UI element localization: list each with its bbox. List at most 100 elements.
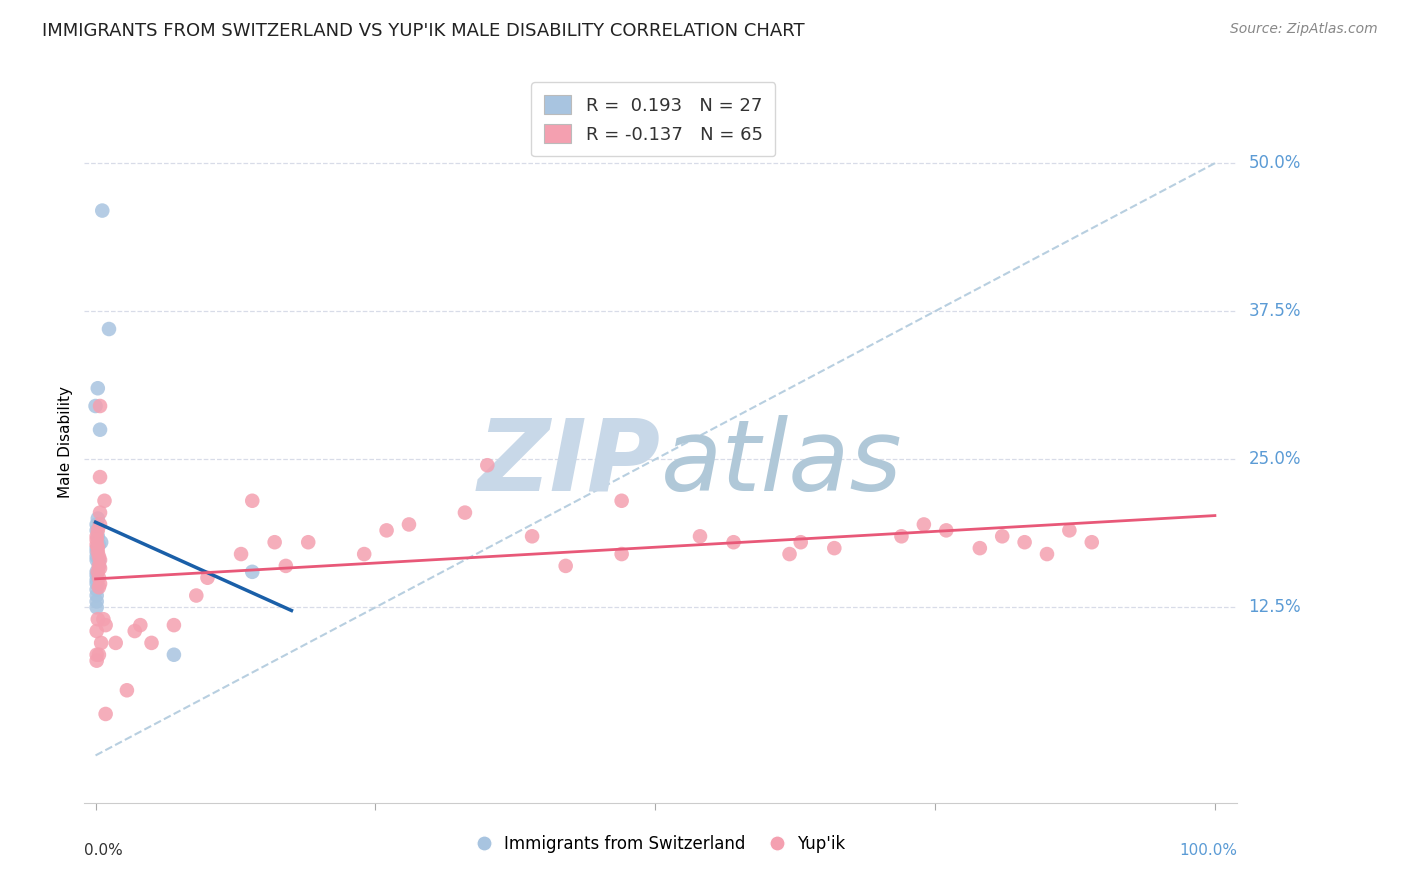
Point — [297, 535, 319, 549]
Point — [141, 636, 163, 650]
Point — [1081, 535, 1104, 549]
Point — [87, 558, 110, 573]
Point — [94, 706, 117, 721]
Point — [89, 399, 111, 413]
Point — [779, 547, 801, 561]
Point — [240, 493, 263, 508]
Point — [91, 203, 114, 218]
Point — [790, 535, 813, 549]
Point — [86, 565, 108, 579]
Point — [87, 565, 110, 579]
Point — [87, 553, 110, 567]
Point — [554, 558, 576, 573]
Y-axis label: Male Disability: Male Disability — [58, 385, 73, 498]
Point — [89, 517, 111, 532]
Point — [163, 618, 186, 632]
Point — [129, 618, 152, 632]
Point — [689, 529, 711, 543]
Point — [991, 529, 1014, 543]
Point — [274, 558, 297, 573]
Point — [87, 529, 110, 543]
Point — [477, 458, 499, 473]
Point — [86, 538, 108, 552]
Point — [723, 535, 745, 549]
Point — [90, 535, 112, 549]
Point — [186, 589, 208, 603]
Point — [1014, 535, 1036, 549]
Point — [86, 573, 108, 587]
Point — [86, 589, 108, 603]
Point — [89, 506, 111, 520]
Point — [454, 506, 477, 520]
Point — [353, 547, 375, 561]
Point — [98, 322, 121, 336]
Point — [823, 541, 845, 556]
Point — [263, 535, 285, 549]
Point — [87, 612, 110, 626]
Point — [163, 648, 186, 662]
Point — [94, 618, 117, 632]
Point — [87, 648, 110, 662]
Point — [89, 423, 111, 437]
Point — [197, 571, 219, 585]
Text: 25.0%: 25.0% — [1249, 450, 1301, 468]
Point — [912, 517, 935, 532]
Point — [86, 517, 108, 532]
Point — [86, 549, 108, 564]
Point — [87, 544, 110, 558]
Point — [1059, 524, 1081, 538]
Point — [86, 529, 108, 543]
Point — [93, 612, 115, 626]
Point — [89, 561, 111, 575]
Point — [935, 524, 957, 538]
Point — [87, 381, 110, 395]
Point — [890, 529, 912, 543]
Point — [375, 524, 398, 538]
Point — [86, 648, 108, 662]
Point — [86, 600, 108, 615]
Point — [398, 517, 420, 532]
Legend: Immigrants from Switzerland, Yup'ik: Immigrants from Switzerland, Yup'ik — [470, 828, 852, 860]
Point — [124, 624, 146, 638]
Point — [87, 540, 110, 554]
Point — [610, 547, 633, 561]
Point — [89, 470, 111, 484]
Point — [240, 565, 263, 579]
Point — [86, 541, 108, 556]
Point — [87, 524, 110, 538]
Point — [90, 636, 112, 650]
Point — [229, 547, 252, 561]
Point — [86, 576, 108, 591]
Text: 50.0%: 50.0% — [1249, 154, 1301, 172]
Point — [86, 524, 108, 538]
Point — [87, 538, 110, 552]
Point — [969, 541, 991, 556]
Point — [93, 493, 115, 508]
Point — [87, 511, 110, 525]
Text: 0.0%: 0.0% — [84, 843, 124, 857]
Text: 37.5%: 37.5% — [1249, 302, 1301, 320]
Point — [115, 683, 138, 698]
Point — [520, 529, 543, 543]
Text: 12.5%: 12.5% — [1249, 599, 1301, 616]
Point — [1036, 547, 1059, 561]
Point — [86, 553, 108, 567]
Point — [87, 571, 110, 585]
Point — [89, 553, 111, 567]
Text: 100.0%: 100.0% — [1180, 843, 1237, 857]
Point — [610, 493, 633, 508]
Point — [86, 594, 108, 608]
Text: atlas: atlas — [661, 415, 903, 512]
Text: Source: ZipAtlas.com: Source: ZipAtlas.com — [1230, 22, 1378, 37]
Point — [87, 580, 110, 594]
Text: IMMIGRANTS FROM SWITZERLAND VS YUP'IK MALE DISABILITY CORRELATION CHART: IMMIGRANTS FROM SWITZERLAND VS YUP'IK MA… — [42, 22, 804, 40]
Point — [89, 576, 111, 591]
Point — [86, 544, 108, 558]
Point — [86, 624, 108, 638]
Point — [84, 399, 107, 413]
Text: ZIP: ZIP — [478, 415, 661, 512]
Point — [86, 582, 108, 597]
Point — [87, 558, 110, 573]
Point — [86, 654, 108, 668]
Point — [86, 533, 108, 547]
